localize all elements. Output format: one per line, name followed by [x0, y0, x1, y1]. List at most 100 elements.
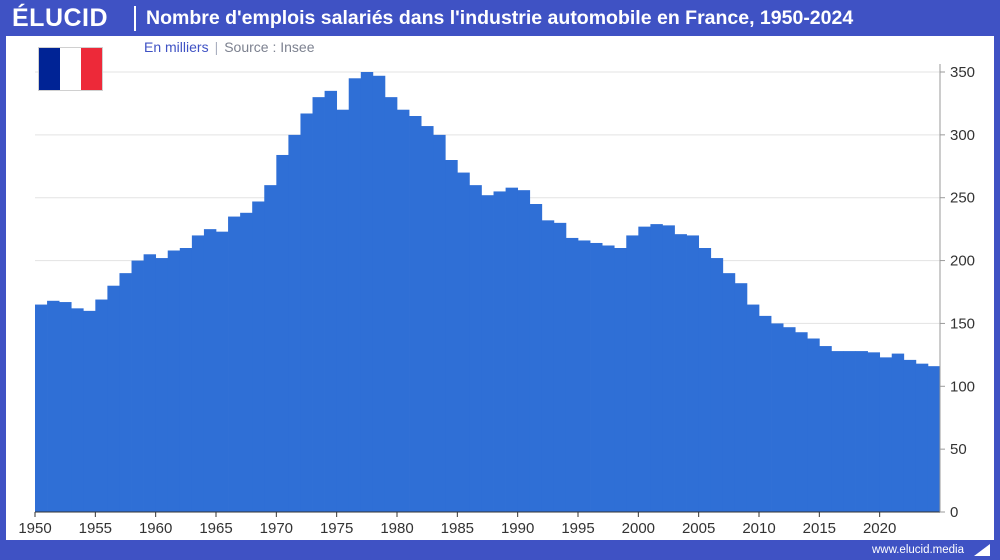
- bar-2006: [710, 258, 724, 512]
- bar-1961: [167, 250, 181, 512]
- chart-title: Nombre d'emplois salariés dans l'industr…: [146, 7, 854, 29]
- france-flag-icon: [39, 48, 102, 90]
- bar-1996: [590, 242, 603, 512]
- x-tick-label-1970: 1970: [260, 520, 293, 537]
- bar-2021: [891, 353, 905, 512]
- bar-2011: [771, 323, 784, 512]
- bar-1983: [433, 134, 446, 513]
- x-tick-label-2005: 2005: [682, 520, 715, 537]
- brand-mark-icon: [974, 544, 990, 556]
- bar-2008: [734, 283, 748, 512]
- bar-2013: [795, 332, 808, 512]
- bar-2014: [807, 338, 820, 512]
- bar-2003: [674, 234, 687, 513]
- y-tick-label-50: 50: [950, 441, 967, 458]
- y-tick-label-300: 300: [950, 127, 975, 144]
- bar-1998: [614, 248, 627, 512]
- bar-1965: [216, 231, 229, 512]
- bar-2002: [662, 225, 675, 512]
- bar-1991: [529, 204, 543, 512]
- bar-2000: [638, 226, 651, 512]
- bar-1957: [119, 273, 132, 512]
- bar-2018: [855, 351, 868, 512]
- bar-1971: [288, 134, 301, 513]
- bar-1985: [457, 172, 470, 512]
- bar-1978: [372, 75, 386, 512]
- bar-1977: [360, 72, 374, 512]
- x-tick-label-1975: 1975: [320, 520, 353, 537]
- bar-2016: [831, 351, 844, 512]
- bar-1958: [131, 260, 144, 512]
- chart-panel: 0 50 100 150 200 250 300 350 1950 1955 1960 1965 197…: [6, 36, 994, 540]
- bar-1993: [553, 222, 567, 513]
- bar-1975: [336, 109, 350, 513]
- y-tick-label-100: 100: [950, 378, 975, 395]
- bar-1976: [348, 78, 362, 512]
- y-tick-label-150: 150: [950, 315, 975, 332]
- bar-1995: [578, 240, 591, 512]
- bar-1980: [397, 109, 410, 513]
- bar-1989: [505, 187, 519, 512]
- bar-2012: [783, 327, 796, 512]
- bar-2001: [650, 224, 663, 513]
- bar-2017: [843, 351, 856, 512]
- unit-label: En milliers: [144, 39, 209, 55]
- x-tick-label-1955: 1955: [79, 520, 112, 537]
- bar-1988: [493, 191, 506, 512]
- bar-1952: [59, 302, 72, 512]
- bar-2004: [686, 235, 700, 512]
- bar-2009: [746, 304, 760, 512]
- x-tick-label-1995: 1995: [561, 520, 594, 537]
- bar-1984: [445, 160, 458, 512]
- footer-bar: www.elucid.media: [0, 540, 1000, 560]
- site-url[interactable]: www.elucid.media: [871, 544, 964, 556]
- bar-1967: [240, 212, 253, 513]
- subtitle-separator: |: [214, 39, 219, 55]
- bar-1964: [203, 229, 217, 512]
- bar-1963: [191, 235, 205, 512]
- bar-1973: [312, 97, 325, 512]
- bar-1959: [143, 254, 157, 513]
- flag-white-stripe: [60, 48, 81, 90]
- x-tick-label-2000: 2000: [622, 520, 655, 537]
- x-tick-label-1990: 1990: [501, 520, 534, 537]
- y-tick-label-350: 350: [950, 64, 975, 81]
- header-bar: ÉLUCID Nombre d'emplois salariés dans l'…: [0, 0, 1000, 36]
- bar-2020: [879, 357, 893, 512]
- bar-1954: [83, 310, 96, 512]
- bar-1992: [541, 220, 555, 512]
- x-tick-label-1960: 1960: [139, 520, 172, 537]
- bar-2022: [903, 359, 917, 512]
- bar-2007: [722, 273, 736, 512]
- y-tick-label-250: 250: [950, 190, 975, 207]
- bar-1956: [107, 285, 120, 512]
- bar-1950: [35, 304, 48, 512]
- source-label: Source : Insee: [224, 39, 315, 55]
- bar-2019: [867, 352, 881, 512]
- x-tick-label-2015: 2015: [803, 520, 836, 537]
- bar-1970: [276, 154, 289, 512]
- chart-subtitle: En milliers | Source : Insee: [144, 39, 315, 55]
- flag-red-stripe: [81, 48, 102, 90]
- y-tick-label-200: 200: [950, 253, 975, 270]
- bar-2005: [698, 248, 712, 512]
- bar-1969: [264, 185, 277, 512]
- header-divider: [134, 6, 136, 31]
- bar-2024: [927, 366, 941, 512]
- bar-1997: [602, 245, 615, 513]
- x-tick-label-2010: 2010: [742, 520, 775, 537]
- bar-2015: [819, 346, 832, 512]
- x-tick-label-1985: 1985: [441, 520, 474, 537]
- bar-1962: [179, 248, 193, 512]
- bar-2023: [915, 363, 929, 512]
- bar-1955: [95, 299, 108, 512]
- bar-1987: [481, 195, 494, 512]
- x-tick-label-1965: 1965: [199, 520, 232, 537]
- bar-2010: [759, 315, 772, 512]
- flag-blue-stripe: [39, 48, 60, 90]
- bar-1968: [252, 201, 265, 513]
- bar-1982: [421, 126, 434, 512]
- bar-chart: 0 50 100 150 200 250 300 350 1950 1955 1960 1965 197…: [18, 64, 975, 537]
- bar-1974: [324, 90, 338, 513]
- bar-1966: [228, 216, 241, 512]
